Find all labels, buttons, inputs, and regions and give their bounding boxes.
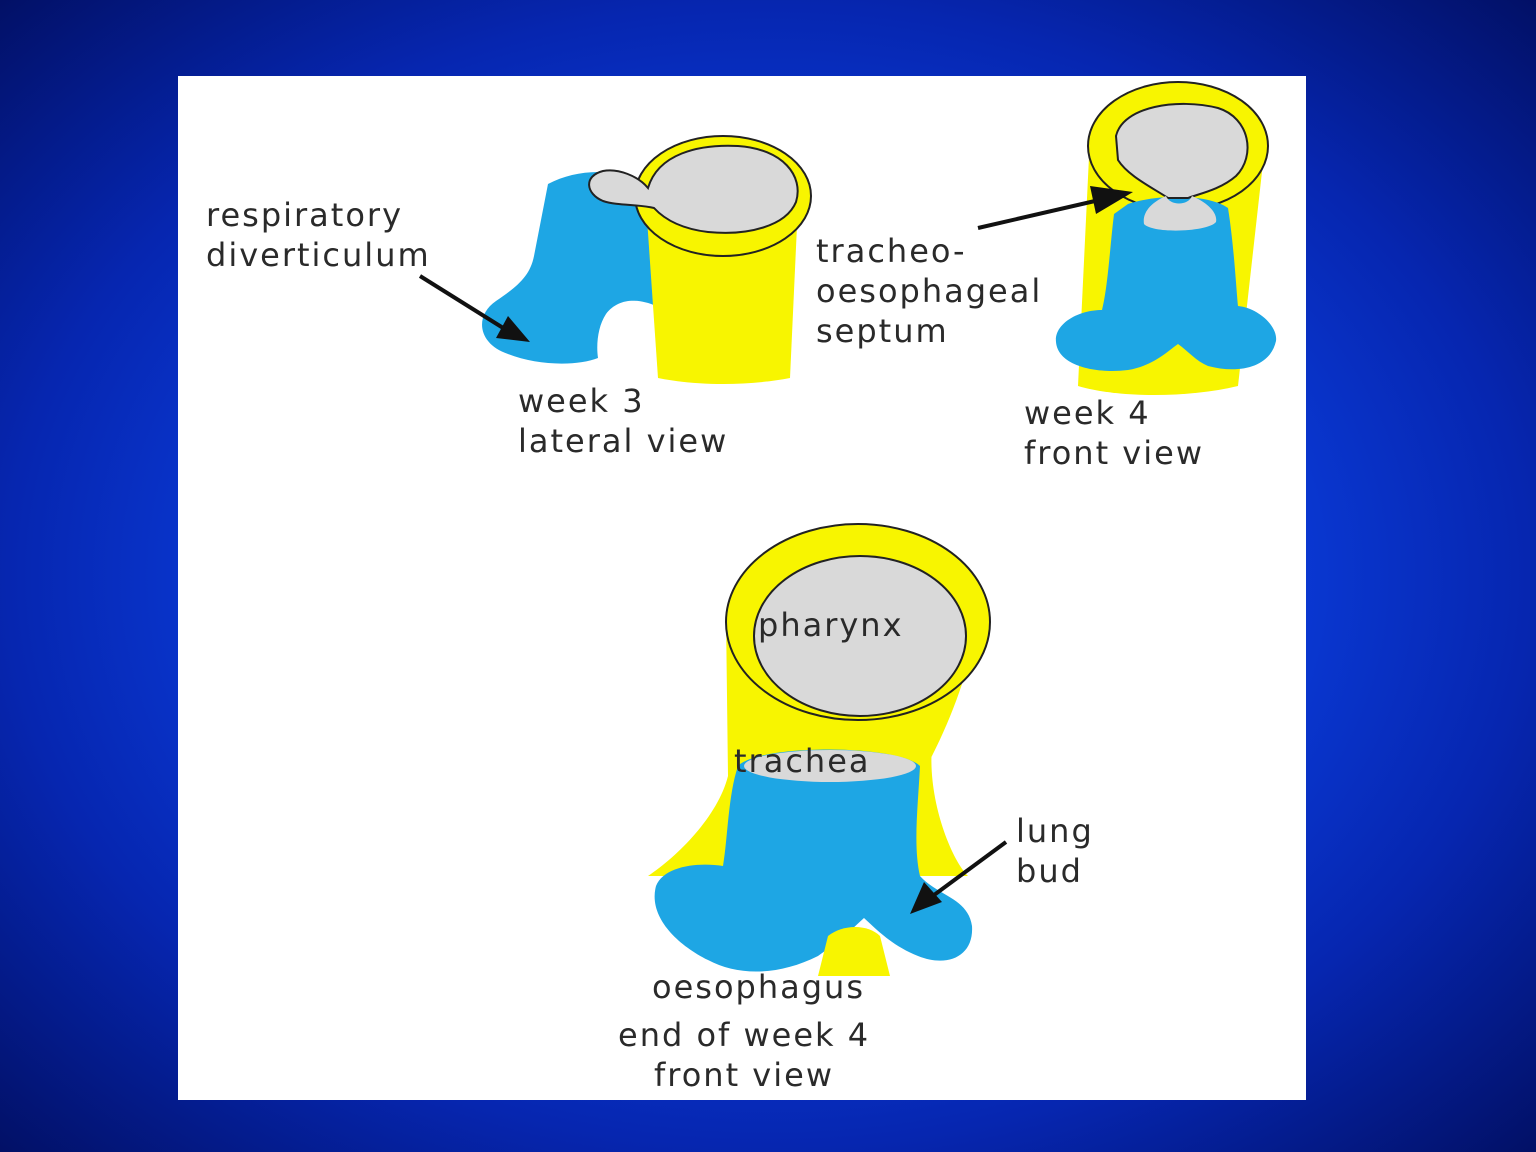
lungbud-arrow-line — [928, 840, 1008, 900]
label-bud: bud — [1016, 852, 1083, 890]
label-week4: week 4 — [1024, 394, 1151, 432]
label-oesophageal: oesophageal — [816, 272, 1042, 310]
label-lung: lung — [1016, 812, 1094, 850]
week4-arrow-head — [1090, 186, 1133, 214]
label-front-view-week4: front view — [1024, 434, 1204, 472]
label-week3: week 3 — [518, 382, 645, 420]
label-respiratory: respiratory — [206, 196, 403, 234]
label-trachea: trachea — [734, 742, 870, 780]
week4-arrow-line — [977, 196, 1109, 230]
week4-upper-lumen — [1114, 102, 1249, 199]
pharynx-lumen — [753, 555, 967, 717]
week4-drawing — [977, 81, 1277, 395]
end-week4-drawing — [648, 523, 1008, 976]
label-lateral-view: lateral view — [518, 422, 728, 460]
label-pharynx: pharynx — [758, 606, 904, 644]
week3-arrow-head — [496, 316, 530, 342]
diagram-panel: respiratory diverticulum week 3 lateral … — [178, 76, 1306, 1100]
label-tracheo: tracheo- — [816, 232, 967, 270]
week3-respiratory-diverticulum — [482, 172, 656, 364]
label-septum: septum — [816, 312, 949, 350]
week3-arrow-line — [418, 274, 510, 333]
label-oesophagus: oesophagus — [652, 968, 865, 1006]
label-diverticulum: diverticulum — [206, 236, 431, 274]
embryology-diagram: respiratory diverticulum week 3 lateral … — [206, 81, 1277, 1094]
labels: respiratory diverticulum week 3 lateral … — [206, 196, 1204, 1094]
week3-lumen — [588, 144, 799, 234]
trachea-lungbud-shape — [654, 749, 973, 972]
trachea-lumen — [744, 750, 916, 782]
week4-trachea-lungbuds — [1055, 196, 1277, 371]
week4-lower-lumen — [1143, 196, 1217, 231]
label-front-view-end: front view — [654, 1056, 834, 1094]
week3-drawing — [418, 135, 812, 384]
lungbud-arrow-head — [910, 882, 942, 914]
label-end-of-week4: end of week 4 — [618, 1016, 870, 1054]
oesophagus-segment — [818, 927, 890, 976]
